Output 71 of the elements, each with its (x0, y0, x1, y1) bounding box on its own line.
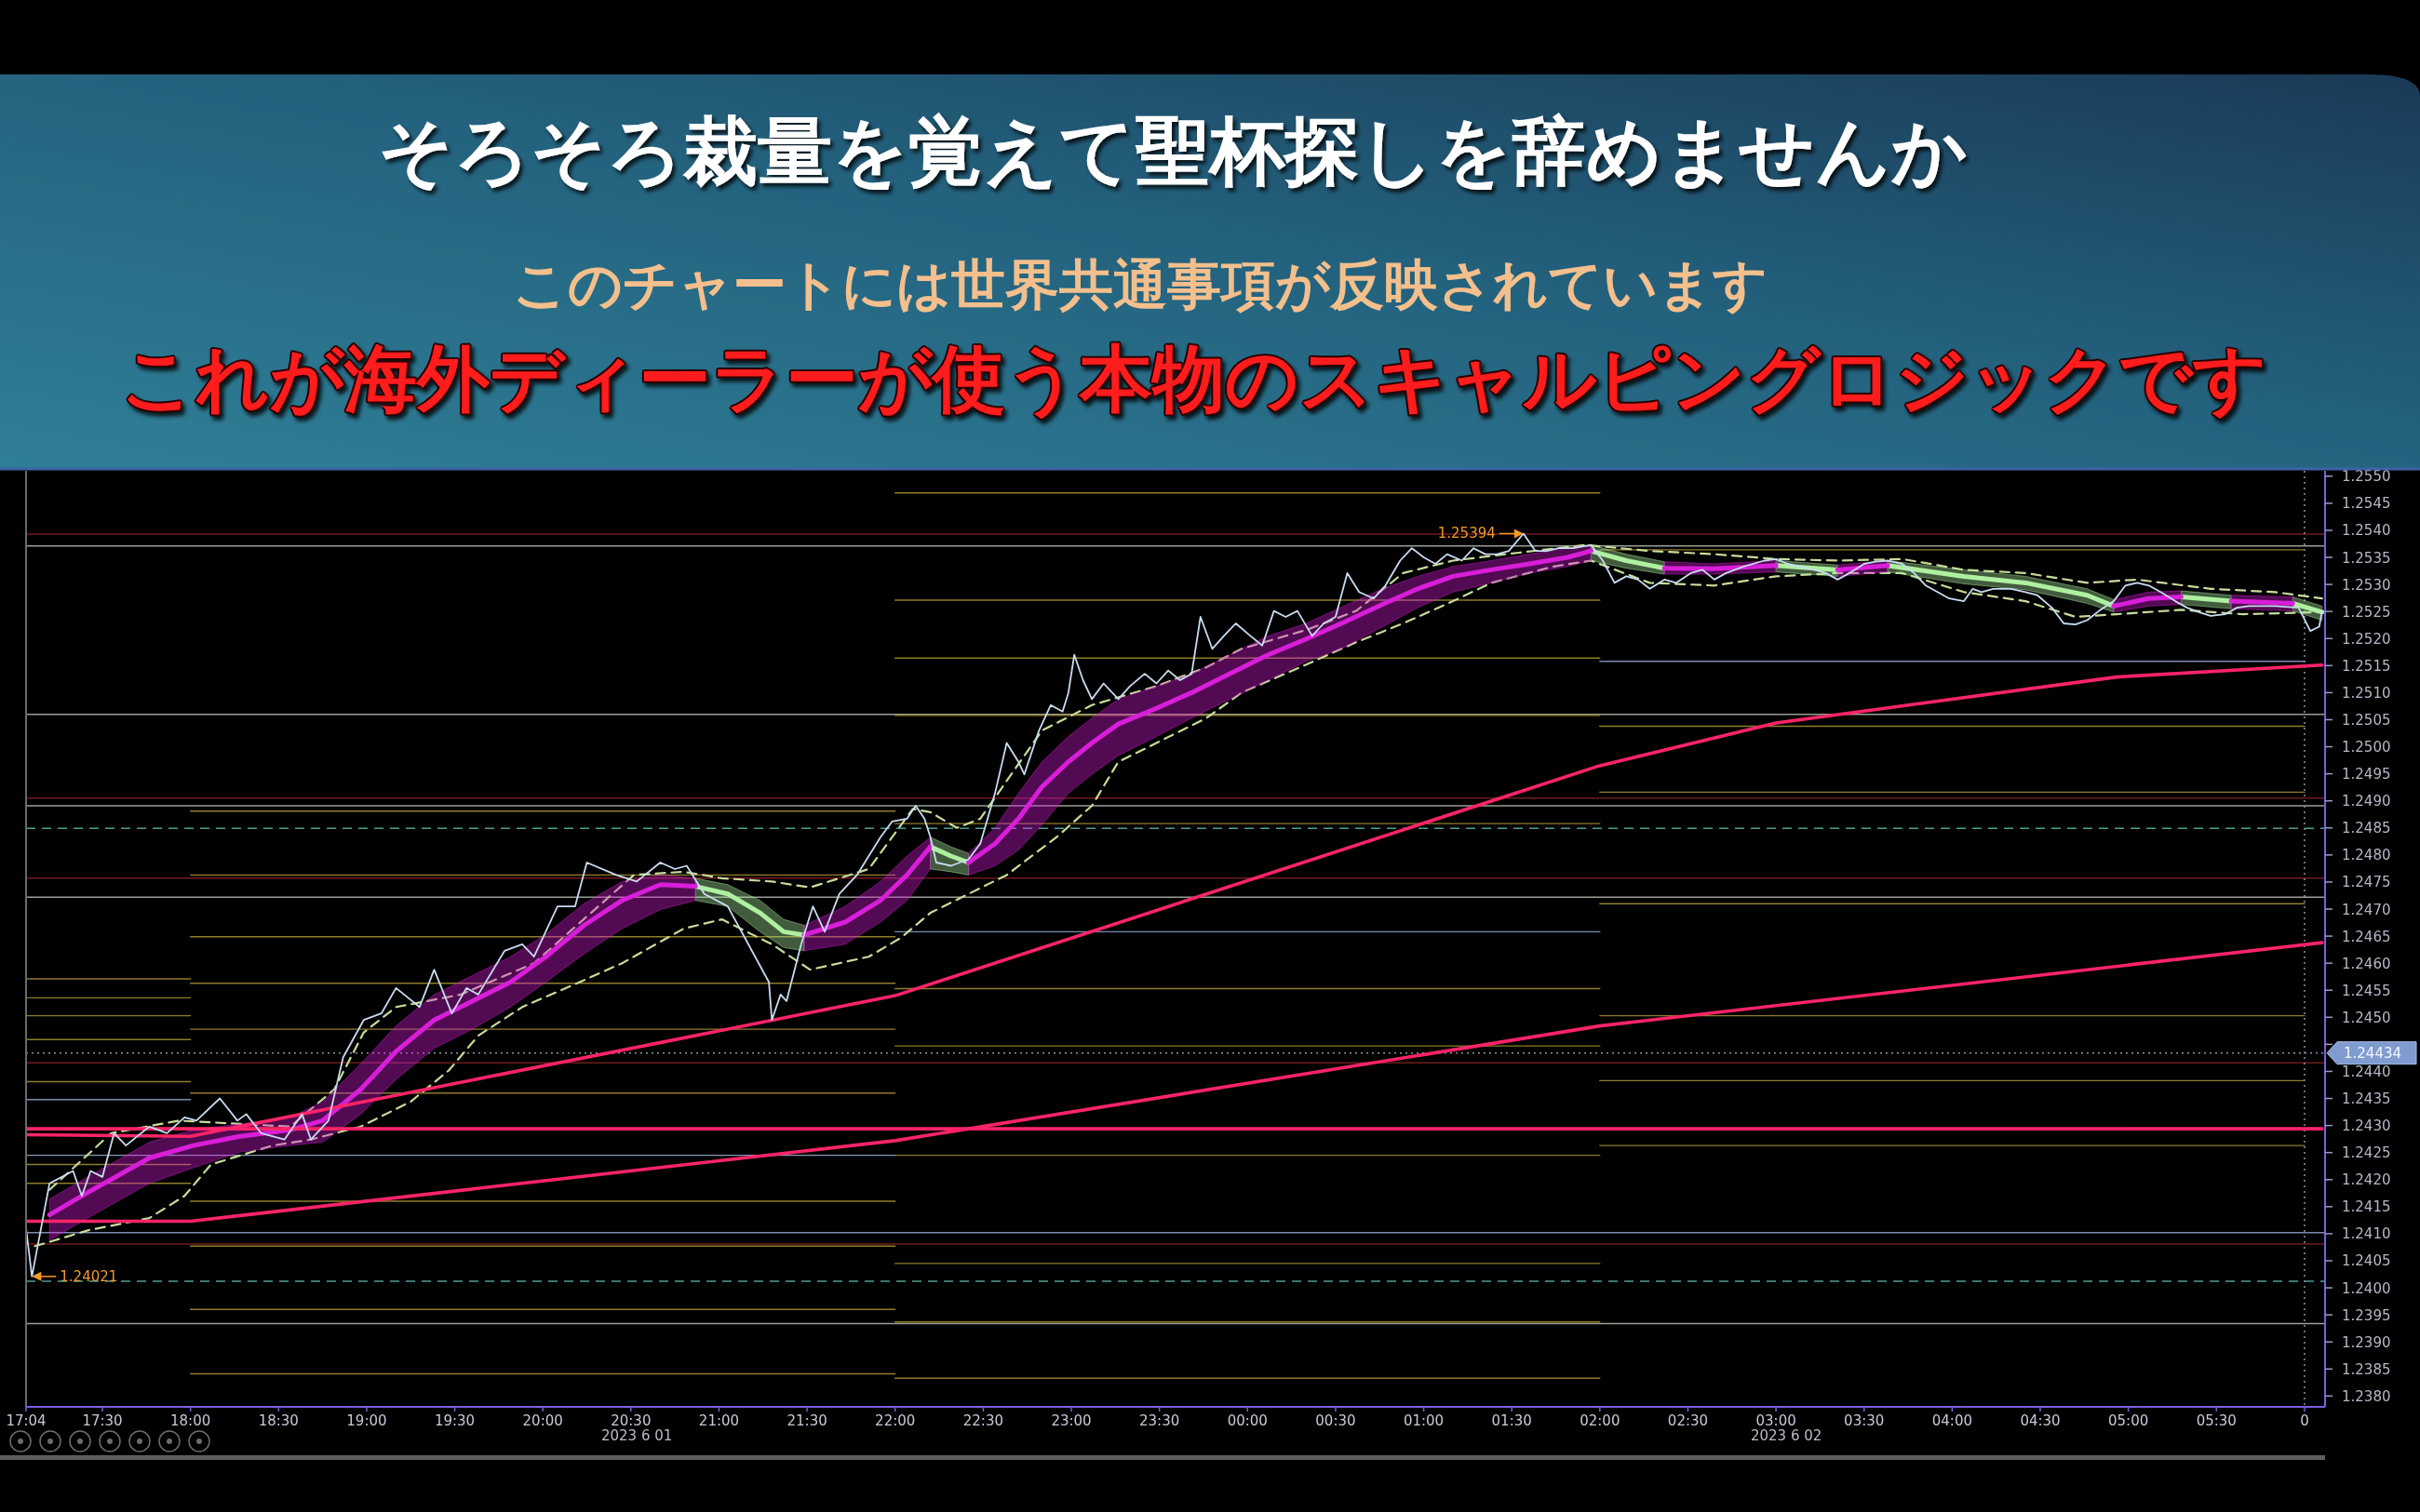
xtick-label: 18:30 (258, 1412, 299, 1429)
ytick-label: 1.2430 (2342, 1117, 2391, 1135)
ytick-label: 1.2400 (2342, 1279, 2391, 1297)
ytick-label: 1.2420 (2342, 1171, 2391, 1189)
xtick-label: 05:30 (2196, 1412, 2237, 1429)
annotation: 2023 6 02 (1750, 1427, 1822, 1444)
ytick-label: 1.2510 (2342, 684, 2391, 702)
ytick-label: 1.2495 (2342, 766, 2391, 783)
xtick-label: 23:30 (1139, 1412, 1180, 1429)
ytick-label: 1.2435 (2342, 1091, 2391, 1108)
ytick-label: 1.2410 (2342, 1225, 2391, 1243)
ytick-label: 1.2395 (2342, 1306, 2391, 1324)
xtick-label: 23:00 (1051, 1412, 1092, 1429)
xtick-label: 18:00 (170, 1412, 211, 1429)
xtick-label: 20:30 (611, 1412, 652, 1429)
ytick-label: 1.2385 (2342, 1360, 2391, 1378)
xtick-label: 17:04 (6, 1412, 47, 1429)
ytick-label: 1.2530 (2342, 576, 2391, 594)
xtick-label: 03:00 (1755, 1412, 1796, 1429)
ytick-label: 1.2450 (2342, 1009, 2391, 1026)
annotation: これが海外ディーラーが使う本物のスキャルピングロジックです (121, 337, 2267, 421)
ytick-label: 1.2415 (2342, 1198, 2391, 1216)
ytick-label: 1.2485 (2342, 820, 2391, 837)
ytick-label: 1.2475 (2342, 874, 2391, 891)
xtick-label: 22:30 (962, 1412, 1003, 1429)
ytick-label: 1.2470 (2342, 901, 2391, 918)
ytick-label: 1.2545 (2342, 495, 2391, 513)
annotation: 1.25394 (1437, 525, 1496, 542)
ytick-label: 1.2535 (2342, 549, 2391, 567)
ytick-label: 1.2540 (2342, 522, 2391, 540)
xtick-label: 0 (2300, 1412, 2309, 1429)
xtick-label: 02:30 (1667, 1412, 1709, 1429)
xtick-label: 19:00 (346, 1412, 387, 1429)
title: そろそろ裁量を覚えて聖杯探しを辞めませんか (378, 108, 1968, 194)
xtick-label: 19:30 (434, 1412, 476, 1429)
subtitle: このチャートには世界共通事項が反映されています (513, 253, 1768, 316)
xtick-label: 04:30 (2020, 1412, 2061, 1429)
xtick-label: 21:30 (786, 1412, 827, 1429)
xtick-label: 00:00 (1227, 1412, 1268, 1429)
xtick-label: 05:00 (2108, 1412, 2149, 1429)
ytick-label: 1.2515 (2342, 657, 2391, 675)
xtick-label: 04:00 (1931, 1412, 1972, 1429)
ytick-label: 1.2390 (2342, 1333, 2391, 1351)
ytick-label: 1.2455 (2342, 982, 2391, 999)
ytick-label: 1.2425 (2342, 1144, 2391, 1162)
xtick-label: 00:30 (1315, 1412, 1356, 1429)
ytick-label: 1.2550 (2342, 468, 2391, 486)
ytick-label: 1.2440 (2342, 1063, 2391, 1080)
annotation: 1.25394 (1437, 525, 1524, 542)
ytick-label: 1.2525 (2342, 603, 2391, 621)
ytick-label: 1.2480 (2342, 847, 2391, 864)
ytick-label: 1.2490 (2342, 793, 2391, 810)
ytick-label: 1.2380 (2342, 1387, 2391, 1405)
xtick-label: 03:30 (1844, 1412, 1885, 1429)
xtick-label: 17:30 (82, 1412, 123, 1429)
annotation: 1.24021 (32, 1267, 118, 1285)
ytick-label: 1.2465 (2342, 928, 2391, 945)
xtick-label: 22:00 (875, 1412, 916, 1429)
xtick-label: 21:00 (698, 1412, 740, 1429)
ytick-label: 1.2460 (2342, 955, 2391, 972)
ytick-label: 1.2520 (2342, 630, 2391, 648)
ytick-label: 1.2505 (2342, 712, 2391, 729)
xtick-label: 01:30 (1491, 1412, 1532, 1429)
xtick-label: 20:00 (522, 1412, 563, 1429)
annotation: 1.24021 (60, 1267, 118, 1285)
ytick-label: 1.2405 (2342, 1252, 2391, 1270)
xtick-label: 02:00 (1580, 1412, 1620, 1429)
ytick-label: 1.2500 (2342, 739, 2391, 756)
annotation: 2023 6 01 (600, 1427, 673, 1444)
xtick-label: 01:00 (1403, 1412, 1445, 1429)
ref-line-label: 1.24434 (2344, 1045, 2402, 1063)
